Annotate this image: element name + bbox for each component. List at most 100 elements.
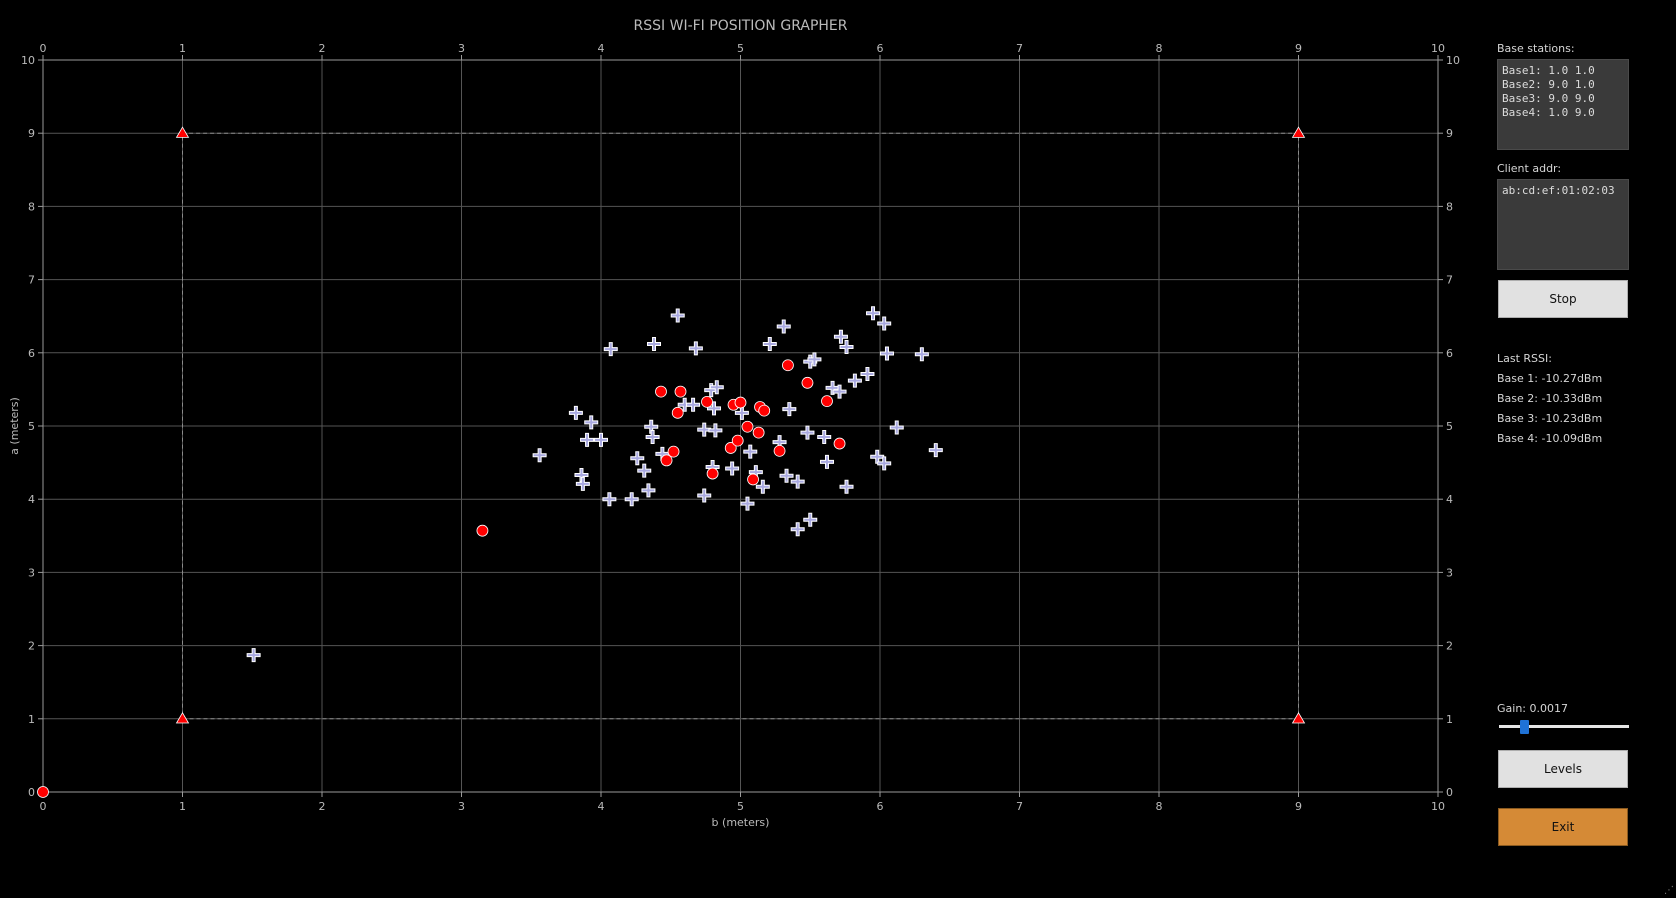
sample-point <box>800 425 815 440</box>
estimate-point <box>731 434 744 447</box>
sample-point <box>776 319 791 334</box>
tick-label-y-left: 0 <box>28 786 35 799</box>
sample-point <box>743 444 758 459</box>
sample-point <box>914 347 929 362</box>
tick-label-x-top: 3 <box>458 42 465 55</box>
estimate-point <box>801 376 814 389</box>
sample-point <box>645 429 660 444</box>
sample-point <box>246 648 261 663</box>
sample-point <box>839 479 854 494</box>
sample-point <box>866 306 881 321</box>
estimate-point <box>741 420 754 433</box>
sample-point <box>839 339 854 354</box>
tick-label-y-right: 0 <box>1446 786 1453 799</box>
tick-label-y-right: 3 <box>1446 566 1453 579</box>
sample-point <box>782 402 797 417</box>
tick-label-x-top: 4 <box>598 42 605 55</box>
base-station-marker <box>175 126 190 138</box>
tick-label-x-bottom: 7 <box>1016 800 1023 813</box>
sample-point <box>630 451 645 466</box>
estimate-point <box>747 473 759 486</box>
sample-point <box>734 405 749 420</box>
gain-slider[interactable] <box>1499 720 1629 734</box>
tick-label-y-right: 5 <box>1446 420 1453 433</box>
client-addr-label: Client addr: <box>1497 162 1562 175</box>
sample-point <box>817 429 832 444</box>
base-stations-label: Base stations: <box>1497 42 1575 55</box>
rssi-base-2: Base 2: -10.33dBm <box>1497 392 1603 405</box>
sample-point <box>725 461 740 476</box>
tick-label-y-left: 9 <box>28 127 35 140</box>
stop-button[interactable]: Stop <box>1498 280 1628 318</box>
estimate-point <box>833 437 846 450</box>
tick-label-x-top: 1 <box>179 42 186 55</box>
sample-point <box>709 380 724 395</box>
tick-label-y-right: 4 <box>1446 493 1453 506</box>
sample-point <box>819 454 834 469</box>
chart-title: RSSI WI-FI POSITION GRAPHER <box>634 18 848 34</box>
sample-point <box>877 456 892 471</box>
tick-label-y-left: 1 <box>28 713 35 726</box>
tick-label-y-right: 8 <box>1446 200 1453 213</box>
tick-label-x-bottom: 2 <box>319 800 326 813</box>
tick-label-y-left: 3 <box>28 566 35 579</box>
sample-point <box>641 483 656 498</box>
sample-point <box>762 337 777 352</box>
client-addr-input[interactable]: ab:cd:ef:01:02:03 <box>1497 179 1629 270</box>
sample-point <box>594 432 608 447</box>
tick-label-y-left: 8 <box>28 200 35 213</box>
estimate-point <box>667 445 680 458</box>
estimate-point <box>660 454 673 467</box>
tick-label-y-right: 1 <box>1446 713 1453 726</box>
sample-point <box>847 373 862 388</box>
tick-label-x-bottom: 1 <box>179 800 186 813</box>
estimate-point <box>671 406 684 419</box>
estimate-point <box>773 444 786 457</box>
sample-point <box>889 420 904 435</box>
sample-point <box>532 448 547 463</box>
sample-point <box>860 367 875 382</box>
estimate-point <box>724 442 737 454</box>
tick-label-y-left: 6 <box>28 347 35 360</box>
resize-grip-icon[interactable]: ⋰ <box>1664 885 1674 896</box>
sample-point <box>755 479 770 494</box>
estimate-point <box>701 395 713 408</box>
tick-label-y-right: 2 <box>1446 640 1453 653</box>
gain-slider-thumb[interactable] <box>1520 720 1529 734</box>
tick-label-x-bottom: 10 <box>1431 800 1445 813</box>
sample-point <box>584 415 599 430</box>
sample-point <box>670 308 685 323</box>
tick-label-x-bottom: 0 <box>40 800 47 813</box>
tick-label-y-right: 10 <box>1446 54 1460 67</box>
tick-label-y-left: 10 <box>21 54 35 67</box>
sample-point <box>603 342 618 357</box>
sample-point <box>602 492 617 507</box>
tick-label-x-top: 7 <box>1016 42 1023 55</box>
estimate-point <box>758 404 771 417</box>
exit-button[interactable]: Exit <box>1498 808 1628 846</box>
sample-point <box>833 329 848 344</box>
position-plot: RSSI WI-FI POSITION GRAPHER0011223344556… <box>8 18 1460 829</box>
estimate-point <box>655 385 667 398</box>
tick-label-x-bottom: 8 <box>1156 800 1163 813</box>
rssi-base-1: Base 1: -10.27dBm <box>1497 372 1603 385</box>
estimate-point <box>674 385 687 398</box>
tick-label-x-top: 0 <box>40 42 47 55</box>
sample-point <box>877 316 892 331</box>
estimate-point <box>821 395 833 408</box>
estimate-point <box>476 524 489 537</box>
sample-point <box>879 346 894 361</box>
tick-label-y-left: 2 <box>28 640 35 653</box>
tick-label-y-left: 5 <box>28 420 35 433</box>
levels-button[interactable]: Levels <box>1498 750 1628 788</box>
sample-point <box>575 476 590 491</box>
tick-label-y-right: 6 <box>1446 347 1453 360</box>
tick-label-x-top: 2 <box>319 42 326 55</box>
tick-label-y-left: 4 <box>28 493 35 506</box>
sample-point <box>686 397 701 412</box>
base-stations-textbox[interactable]: Base1: 1.0 1.0 Base2: 9.0 1.0 Base3: 9.0… <box>1497 59 1629 150</box>
sample-point <box>697 422 712 437</box>
tick-label-x-top: 9 <box>1295 42 1302 55</box>
tick-label-x-bottom: 4 <box>598 800 605 813</box>
